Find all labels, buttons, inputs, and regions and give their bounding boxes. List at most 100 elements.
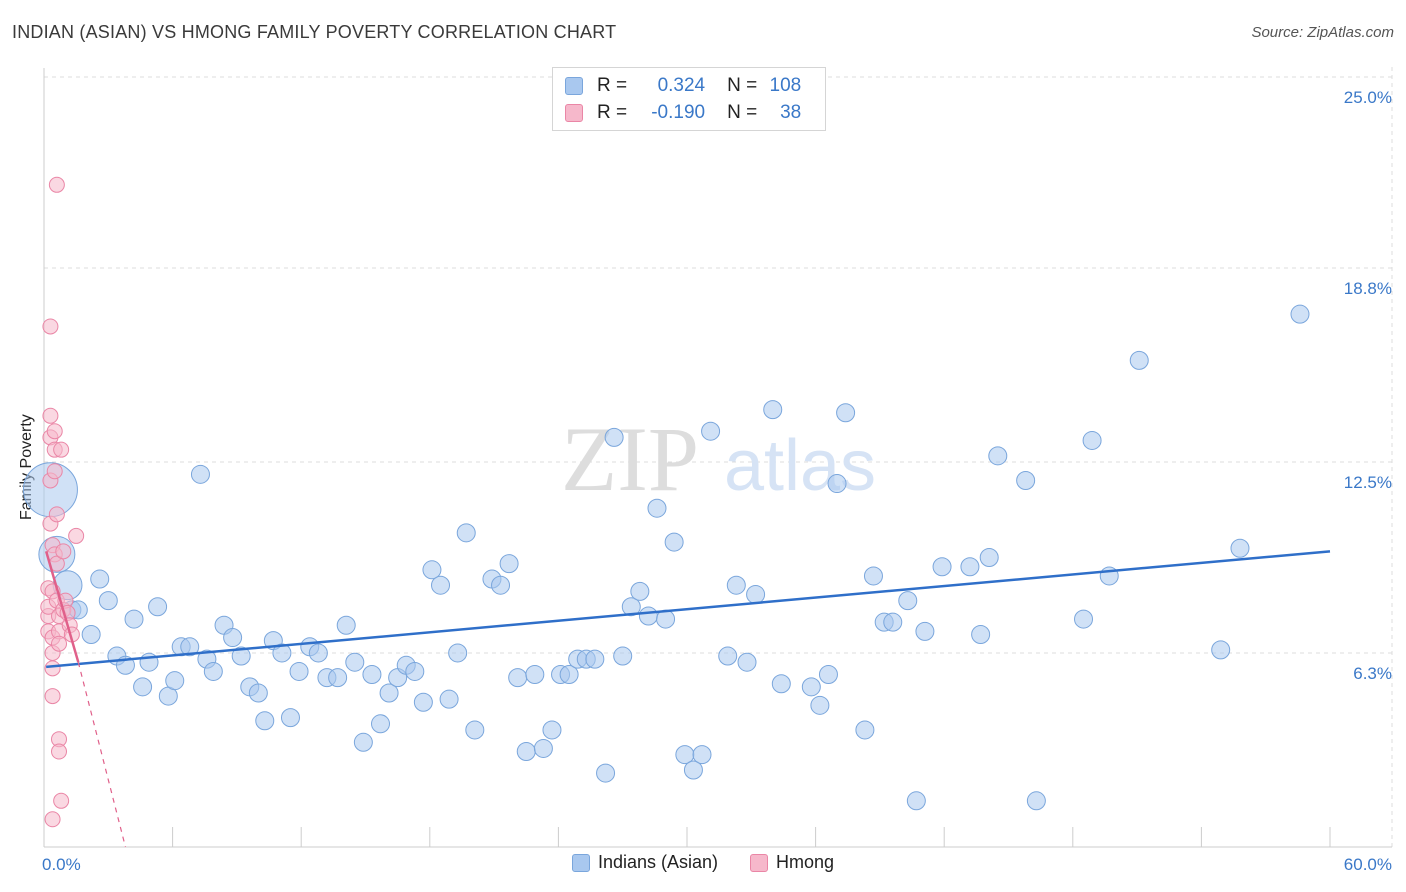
legend-swatch-pink bbox=[565, 104, 583, 122]
trend-line-hmong bbox=[44, 550, 80, 663]
point-indians-103 bbox=[1082, 430, 1102, 450]
point-indians-65 bbox=[604, 427, 624, 447]
point-indians-28 bbox=[272, 643, 292, 663]
series-indians-asian bbox=[22, 304, 1310, 811]
legend-r-label: R = bbox=[597, 102, 628, 123]
legend-n-value-hmong: 38 bbox=[780, 102, 802, 123]
legend-r-value-indians: 0.324 bbox=[657, 75, 706, 96]
point-indians-10 bbox=[124, 609, 144, 629]
point-indians-83 bbox=[801, 677, 821, 697]
point-indians-44 bbox=[413, 692, 433, 712]
gridlines bbox=[44, 67, 1393, 847]
point-indians-69 bbox=[638, 606, 658, 626]
point-indians-85 bbox=[818, 665, 838, 685]
point-indians-55 bbox=[516, 742, 536, 762]
point-indians-101 bbox=[1026, 791, 1046, 811]
point-indians-30 bbox=[289, 661, 309, 681]
point-hmong-29 bbox=[53, 792, 70, 809]
point-hmong-8 bbox=[42, 318, 59, 335]
point-indians-53 bbox=[499, 554, 519, 574]
point-indians-60 bbox=[559, 665, 579, 685]
point-indians-89 bbox=[863, 566, 883, 586]
point-indians-36 bbox=[345, 652, 365, 672]
point-indians-17 bbox=[180, 637, 200, 657]
legend-r-label: R = bbox=[597, 75, 628, 96]
point-indians-88 bbox=[855, 720, 875, 740]
point-indians-40 bbox=[379, 683, 399, 703]
point-indians-6 bbox=[90, 569, 110, 589]
point-indians-99 bbox=[988, 446, 1008, 466]
point-indians-43 bbox=[405, 661, 425, 681]
point-indians-76 bbox=[701, 421, 721, 441]
point-indians-23 bbox=[231, 646, 251, 666]
point-indians-72 bbox=[664, 532, 684, 552]
point-indians-58 bbox=[542, 720, 562, 740]
y-tick-label-3: 25.0% bbox=[1344, 88, 1392, 107]
point-hmong-26 bbox=[51, 635, 68, 652]
point-indians-66 bbox=[613, 646, 633, 666]
point-indians-63 bbox=[585, 649, 605, 669]
point-hmong-37 bbox=[68, 527, 85, 544]
point-hmong-21 bbox=[48, 506, 65, 523]
watermark-atlas: atlas bbox=[724, 426, 876, 506]
point-indians-20 bbox=[203, 661, 223, 681]
x-tick-label-1: 60.0% bbox=[1344, 855, 1392, 874]
chart-title: INDIAN (ASIAN) VS HMONG FAMILY POVERTY C… bbox=[12, 22, 617, 42]
point-indians-29 bbox=[280, 708, 300, 728]
series-hmong bbox=[40, 176, 85, 828]
trend-line-indians bbox=[46, 550, 1331, 669]
point-indians-75 bbox=[692, 745, 712, 765]
point-hmong-28 bbox=[51, 743, 68, 760]
point-indians-52 bbox=[491, 575, 511, 595]
point-indians-108 bbox=[1290, 304, 1310, 324]
legend-r-value-hmong: -0.190 bbox=[651, 102, 706, 123]
legend-swatch-blue bbox=[565, 77, 583, 95]
point-indians-13 bbox=[148, 597, 168, 617]
point-indians-5 bbox=[81, 624, 101, 644]
point-indians-38 bbox=[362, 665, 382, 685]
point-indians-96 bbox=[960, 557, 980, 577]
point-indians-94 bbox=[915, 621, 935, 641]
legend-label-hmong: Hmong bbox=[776, 852, 835, 872]
point-indians-106 bbox=[1211, 640, 1231, 660]
point-indians-54 bbox=[508, 668, 528, 688]
legend-n-value-indians: 108 bbox=[769, 75, 802, 96]
point-indians-98 bbox=[979, 547, 999, 567]
point-indians-86 bbox=[827, 474, 847, 494]
point-indians-84 bbox=[810, 695, 830, 715]
point-indians-93 bbox=[906, 791, 926, 811]
point-hmong-20 bbox=[48, 176, 65, 193]
point-hmong-30 bbox=[53, 441, 70, 458]
point-indians-15 bbox=[165, 671, 185, 691]
y-tick-label-1: 12.5% bbox=[1344, 473, 1392, 492]
legend-n-label: N = bbox=[727, 102, 758, 123]
point-hmong-15 bbox=[44, 811, 61, 828]
point-indians-74 bbox=[683, 760, 703, 780]
point-indians-32 bbox=[308, 643, 328, 663]
point-indians-97 bbox=[971, 624, 991, 644]
point-indians-50 bbox=[465, 720, 485, 740]
point-indians-34 bbox=[328, 668, 348, 688]
legend-n-label: N = bbox=[727, 75, 758, 96]
axes bbox=[43, 68, 1392, 848]
point-hmong-13 bbox=[44, 660, 61, 677]
trend-lines bbox=[44, 550, 1331, 848]
legend-label-indians: Indians (Asian) bbox=[597, 852, 719, 872]
legend-item-indians: Indians (Asian) bbox=[571, 852, 719, 873]
point-indians-92 bbox=[898, 591, 918, 611]
point-hmong-18 bbox=[46, 463, 63, 480]
correlation-legend: R = 0.324 N = 108 R = -0.190 N = 38 bbox=[552, 67, 826, 131]
point-indians-56 bbox=[525, 665, 545, 685]
legend-row-hmong: R = -0.190 N = 38 bbox=[565, 101, 801, 125]
point-indians-67 bbox=[621, 597, 641, 617]
point-indians-11 bbox=[133, 677, 153, 697]
point-indians-46 bbox=[431, 575, 451, 595]
point-indians-68 bbox=[630, 581, 650, 601]
legend-swatch-pink bbox=[750, 853, 769, 872]
point-indians-102 bbox=[1074, 609, 1094, 629]
point-indians-80 bbox=[746, 584, 766, 604]
watermark-zip: ZIP bbox=[561, 408, 699, 510]
point-indians-78 bbox=[726, 575, 746, 595]
point-indians-26 bbox=[255, 711, 275, 731]
